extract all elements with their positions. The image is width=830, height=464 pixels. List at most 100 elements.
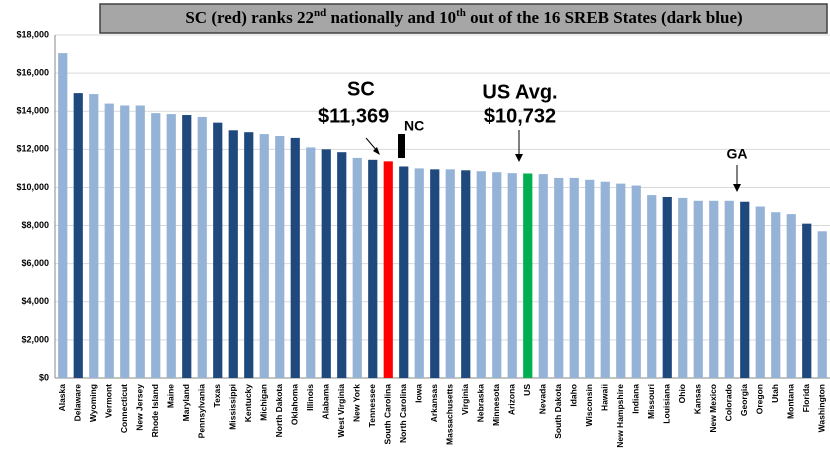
bar xyxy=(151,113,161,378)
bar xyxy=(492,172,502,378)
title-sup: nd xyxy=(314,7,326,19)
y-tick-label: $16,000 xyxy=(16,67,49,77)
bar xyxy=(73,93,83,378)
x-tick-label: Alaska xyxy=(57,384,67,412)
y-tick-label: $2,000 xyxy=(21,334,49,344)
bar xyxy=(213,122,223,379)
bar xyxy=(182,115,192,379)
bar xyxy=(802,223,812,378)
bar xyxy=(755,206,765,378)
bar xyxy=(399,166,409,378)
x-tick-label: Wisconsin xyxy=(584,384,594,426)
x-tick-label: West Virginia xyxy=(336,384,346,438)
x-tick-label: Georgia xyxy=(739,384,749,416)
title-sup: th xyxy=(456,7,466,19)
x-tick-label: Illinois xyxy=(305,384,315,411)
annotation: GA xyxy=(727,146,748,162)
bar xyxy=(569,177,579,378)
nc-marker xyxy=(398,134,405,158)
bar xyxy=(306,147,316,378)
y-tick-label: $18,000 xyxy=(16,29,49,39)
y-tick-label: $8,000 xyxy=(21,220,49,230)
x-tick-label: Montana xyxy=(786,384,796,419)
x-tick-label: Missouri xyxy=(646,384,656,419)
x-tick-label: Maryland xyxy=(181,384,191,421)
bar xyxy=(538,174,548,378)
title-part: SC (red) ranks 22 xyxy=(185,8,314,27)
x-tick-label: Oklahoma xyxy=(290,384,300,425)
bar xyxy=(523,173,533,378)
bar xyxy=(368,159,378,378)
x-tick-label: Pennsylvania xyxy=(197,384,207,439)
bar xyxy=(678,197,688,378)
annotation: $10,732 xyxy=(484,105,556,127)
bar xyxy=(476,171,486,378)
x-tick-label: Texas xyxy=(212,384,222,408)
y-tick-label: $0 xyxy=(39,372,49,382)
x-tick-label: New Jersey xyxy=(135,384,145,431)
x-tick-label: Minnesota xyxy=(491,384,501,426)
x-tick-label: Utah xyxy=(770,384,780,403)
bar xyxy=(740,201,750,378)
bar xyxy=(445,169,455,378)
bar xyxy=(585,179,595,378)
bar xyxy=(259,134,269,378)
x-tick-label: Tennessee xyxy=(367,384,377,428)
bar xyxy=(89,94,99,379)
bar xyxy=(135,105,145,378)
bar xyxy=(383,161,393,378)
arrow-head xyxy=(515,154,523,162)
bar xyxy=(414,168,424,378)
bar xyxy=(321,149,331,378)
x-tick-label: Idaho xyxy=(569,384,579,407)
x-tick-label: Washington xyxy=(817,384,827,432)
x-tick-label: Virginia xyxy=(460,384,470,415)
chart-title: SC (red) ranks 22nd nationally and 10th … xyxy=(185,7,742,27)
x-tick-label: Massachusetts xyxy=(445,384,455,445)
x-tick-label: Arizona xyxy=(507,384,517,415)
bar xyxy=(120,105,130,378)
x-tick-label: Louisiana xyxy=(662,384,672,424)
x-tick-label: Mississippi xyxy=(228,384,238,430)
y-tick-label: $14,000 xyxy=(16,106,49,116)
x-tick-label: Colorado xyxy=(724,384,734,421)
x-tick-label: Vermont xyxy=(104,384,114,418)
y-tick-label: $12,000 xyxy=(16,144,49,154)
bar xyxy=(58,53,68,378)
bar xyxy=(507,173,517,378)
x-tick-label: Kentucky xyxy=(243,384,253,423)
x-tick-label: South Carolina xyxy=(383,384,393,445)
bar xyxy=(337,152,347,378)
bar xyxy=(600,181,610,378)
x-tick-label: Alabama xyxy=(321,384,331,420)
x-tick-label: Maine xyxy=(166,384,176,408)
bar xyxy=(290,137,300,378)
bar xyxy=(616,183,626,378)
x-tick-label: Nevada xyxy=(538,384,548,415)
bar xyxy=(228,130,238,378)
bar xyxy=(352,157,362,378)
title-part: out of the 16 SREB States (dark blue) xyxy=(466,8,743,27)
y-tick-label: $10,000 xyxy=(16,182,49,192)
annotation: US Avg. xyxy=(482,81,557,103)
x-tick-label: Rhode Island xyxy=(150,384,160,437)
x-tick-label: Iowa xyxy=(414,384,424,403)
x-tick-label: Michigan xyxy=(259,384,269,421)
x-tick-label: Ohio xyxy=(677,384,687,403)
bar xyxy=(244,132,254,378)
y-tick-label: $6,000 xyxy=(21,258,49,268)
bar xyxy=(166,114,176,378)
bar xyxy=(786,214,796,378)
x-tick-label: Arkansas xyxy=(429,384,439,423)
title-part: nationally and 10 xyxy=(326,8,456,27)
bar xyxy=(771,212,781,378)
bar xyxy=(724,200,734,378)
x-tick-label: North Dakota xyxy=(274,384,284,438)
bar xyxy=(275,135,285,378)
bar xyxy=(709,200,719,378)
bar xyxy=(693,200,703,378)
x-tick-label: Delaware xyxy=(73,384,83,422)
annotation: SC xyxy=(347,78,375,100)
bar xyxy=(554,177,564,378)
